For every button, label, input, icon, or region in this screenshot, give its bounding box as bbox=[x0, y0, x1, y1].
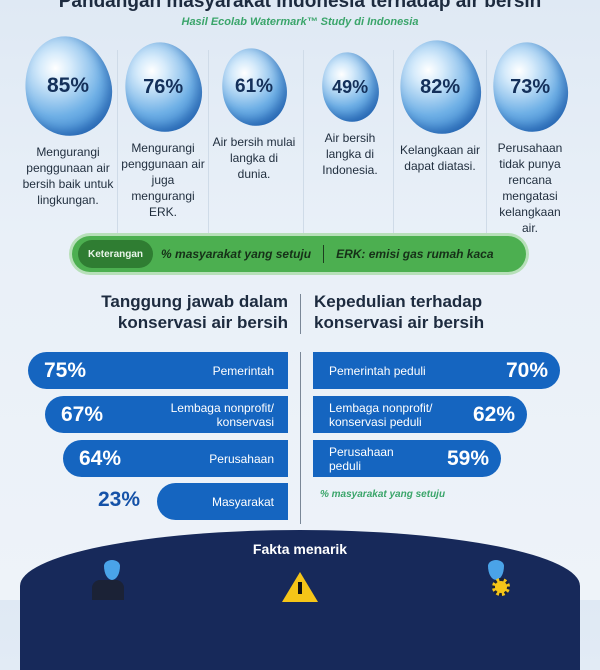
bar-label: Pemerintah bbox=[212, 363, 274, 378]
stat-card: 85% Mengurangi penggunaan air bersih baik… bbox=[15, 28, 121, 208]
bar-label: Perusahaan bbox=[209, 451, 274, 466]
bar-value: 62% bbox=[472, 402, 515, 426]
responsibility-bar: Masyarakat bbox=[157, 483, 288, 520]
stat-card: 49% Air bersih langka di Indonesia. bbox=[308, 36, 392, 178]
water-drop-icon: 76% bbox=[116, 35, 210, 139]
stat-card: 61% Air bersih mulai langka di dunia. bbox=[212, 36, 296, 182]
bar-value: 70% bbox=[505, 358, 548, 382]
left-section-title: Tanggung jawab dalam konservasi air bers… bbox=[101, 292, 288, 332]
stat-text: Mengurangi penggunaan air bersih baik un… bbox=[22, 145, 114, 207]
concern-bar: Lembaga nonprofit/ konservasi peduli 62% bbox=[313, 396, 527, 433]
water-drop-icon: 73% bbox=[484, 35, 576, 139]
stat-card: 82% Kelangkaan air dapat diatasi. bbox=[391, 32, 489, 174]
bar-label: Lembaga nonprofit/ konservasi peduli bbox=[329, 400, 433, 429]
warning-mark bbox=[298, 582, 302, 594]
divider bbox=[300, 294, 301, 334]
legend-tag: Keterangan bbox=[78, 240, 154, 268]
right-section-title: Kepedulian terhadap konservasi air bersi… bbox=[314, 292, 485, 332]
stat-value: 73% bbox=[509, 75, 551, 98]
footnote: % masyarakat yang setuju bbox=[320, 489, 446, 500]
gear-drop-icon bbox=[478, 560, 518, 600]
stat-text: Air bersih langka di Indonesia. bbox=[322, 131, 378, 177]
stat-value: 85% bbox=[46, 74, 90, 97]
stat-card: 73% Perusahaan tidak punya rencana mengat… bbox=[484, 35, 576, 236]
stat-text: Mengurangi penggunaan air juga mengurang… bbox=[121, 141, 205, 219]
water-drop-icon: 61% bbox=[214, 42, 294, 132]
bar-label: Masyarakat bbox=[211, 494, 274, 509]
bar-value: 59% bbox=[446, 446, 489, 470]
page-subtitle: Hasil Ecolab Watermark™ Study di Indones… bbox=[181, 16, 419, 28]
stat-value: 82% bbox=[419, 75, 461, 98]
stat-card: 76% Mengurangi penggunaan air juga mengur… bbox=[116, 35, 210, 220]
legend-item: ERK: emisi gas rumah kaca bbox=[336, 247, 494, 261]
concern-bar: Perusahaan peduli 59% bbox=[313, 440, 501, 477]
bar-value: 67% bbox=[61, 402, 104, 426]
bar-label: Perusahaan peduli bbox=[329, 444, 394, 473]
legend-item: % masyarakat yang setuju bbox=[161, 247, 312, 261]
bar-label: Pemerintah peduli bbox=[329, 363, 426, 378]
concern-bar: Pemerintah peduli 70% bbox=[313, 352, 560, 389]
stat-value: 61% bbox=[234, 76, 274, 97]
bar-value: 75% bbox=[44, 358, 87, 382]
responsibility-bar: 67% Lembaga nonprofit/ konservasi bbox=[45, 396, 288, 433]
legend-divider bbox=[323, 245, 325, 263]
responsibility-bar: 64% Perusahaan bbox=[63, 440, 288, 477]
bar-value: 64% bbox=[79, 446, 122, 470]
water-drop-icon: 82% bbox=[391, 32, 489, 142]
bar-value: 23% bbox=[98, 488, 141, 511]
legend-bar: Keterangan % masyarakat yang setuju ERK:… bbox=[72, 236, 526, 272]
stat-text: Perusahaan tidak punya rencana mengatasi… bbox=[497, 141, 563, 235]
stat-text: Kelangkaan air dapat diatasi. bbox=[399, 143, 481, 173]
water-drop-icon: 49% bbox=[315, 46, 385, 128]
divider bbox=[300, 352, 301, 524]
stat-text: Air bersih mulai langka di dunia. bbox=[212, 135, 296, 181]
responsibility-bar: 75% Pemerintah bbox=[28, 352, 288, 389]
stat-value: 49% bbox=[331, 76, 369, 97]
page-title: Pandangan masyarakat Indonesia terhadap … bbox=[58, 0, 542, 12]
bar-label: Lembaga nonprofit/ konservasi bbox=[170, 400, 274, 429]
facts-title: Fakta menarik bbox=[252, 541, 348, 557]
water-drop-icon: 85% bbox=[15, 28, 121, 144]
stat-value: 76% bbox=[142, 75, 184, 98]
people-icon bbox=[88, 560, 128, 600]
